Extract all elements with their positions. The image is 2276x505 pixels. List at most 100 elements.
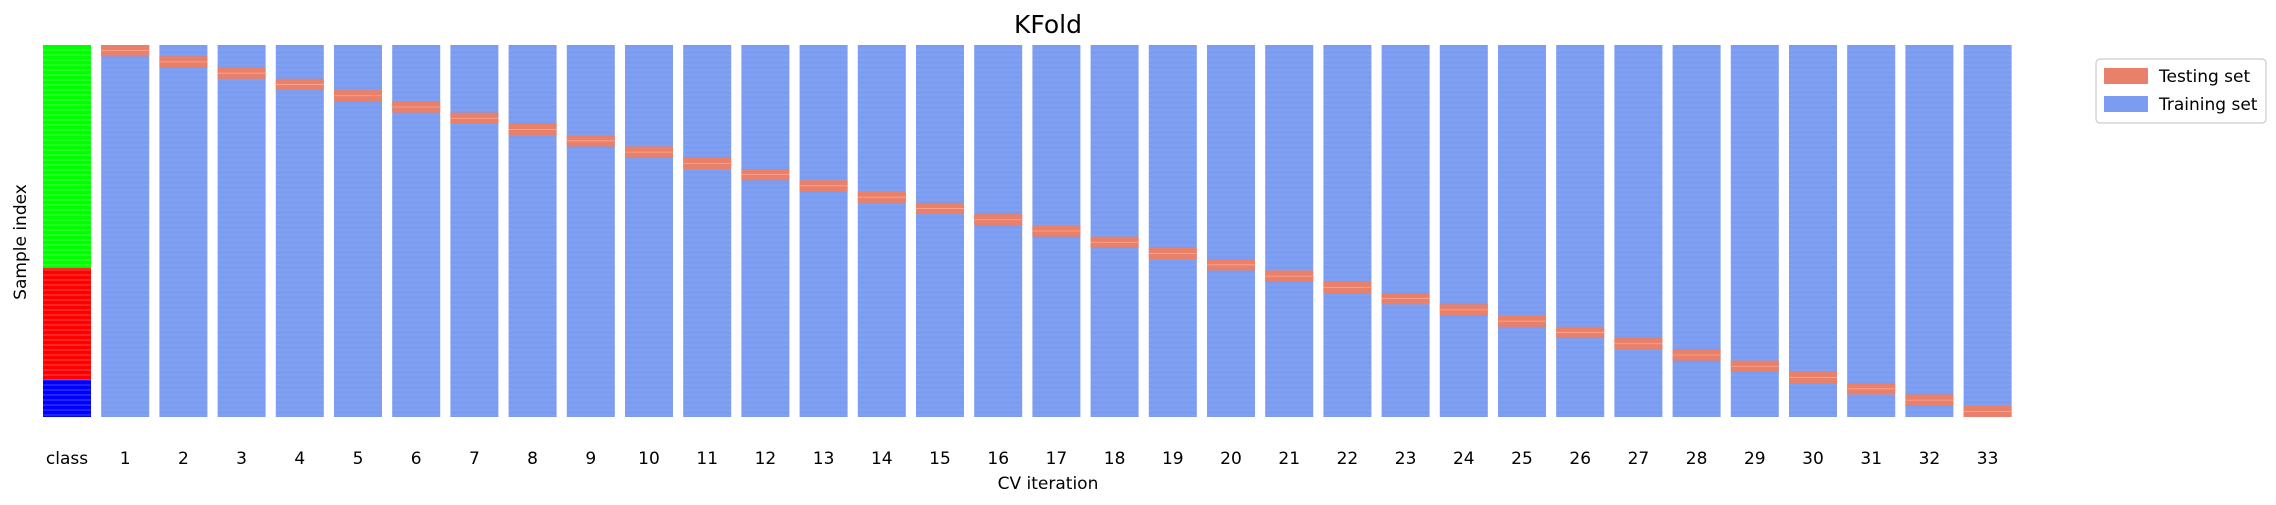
legend-label-testing: Testing set (2158, 67, 2250, 87)
cv-column-23 (1381, 45, 1430, 417)
cv-column-14 (857, 45, 906, 417)
training-bar (1847, 45, 1896, 417)
training-bar (1323, 45, 1372, 417)
cv-column-26 (1556, 45, 1605, 417)
tick-label-18: 18 (1104, 449, 1126, 469)
training-bar (683, 45, 732, 417)
tick-label-2: 2 (178, 449, 189, 469)
tick-label-7: 7 (469, 449, 480, 469)
cv-column-18 (1090, 45, 1139, 417)
training-bar (1672, 45, 1721, 417)
x-axis-label: CV iteration (998, 474, 1099, 494)
cv-column-5 (334, 45, 382, 417)
class-stripes (43, 49, 91, 416)
cv-column-1 (101, 45, 150, 417)
training-bar (1265, 45, 1314, 417)
class-segment-1 (43, 268, 91, 380)
tick-label-32: 32 (1919, 449, 1941, 469)
training-bar (916, 45, 964, 417)
cv-column-27 (1614, 45, 1663, 417)
tick-label-30: 30 (1802, 449, 1824, 469)
cv-column-13 (799, 45, 848, 417)
tick-label-19: 19 (1162, 449, 1184, 469)
class-segment-0 (43, 45, 91, 269)
training-bar (1498, 45, 1546, 417)
cv-column-31 (1847, 45, 1896, 417)
tick-label-24: 24 (1453, 449, 1475, 469)
training-bar (1556, 45, 1605, 417)
cv-column-29 (1730, 45, 1779, 417)
training-bar (1439, 45, 1488, 417)
training-bar (566, 45, 615, 417)
tick-label-29: 29 (1744, 449, 1766, 469)
tick-label-22: 22 (1337, 449, 1359, 469)
tick-label-1: 1 (120, 449, 131, 469)
tick-label-16: 16 (987, 449, 1009, 469)
cv-column-17 (1032, 45, 1081, 417)
cv-column-2 (159, 45, 208, 417)
tick-label-6: 6 (411, 449, 422, 469)
training-bar (1381, 45, 1430, 417)
tick-label-20: 20 (1220, 449, 1242, 469)
cv-column-19 (1148, 45, 1197, 417)
tick-label-25: 25 (1511, 449, 1533, 469)
cv-column-9 (566, 45, 615, 417)
cv-column-30 (1789, 45, 1837, 417)
training-bar (1207, 45, 1255, 417)
cv-column-6 (392, 45, 441, 417)
cv-column-22 (1323, 45, 1372, 417)
training-bar (450, 45, 499, 417)
cv-column-25 (1498, 45, 1546, 417)
tick-label-15: 15 (929, 449, 951, 469)
cv-column-28 (1672, 45, 1721, 417)
y-axis-label: Sample index (11, 184, 31, 300)
cv-column-32 (1905, 45, 1954, 417)
tick-label-10: 10 (638, 449, 660, 469)
training-bar (508, 45, 557, 417)
training-bar (857, 45, 906, 417)
tick-label-14: 14 (871, 449, 893, 469)
tick-label-21: 21 (1278, 449, 1300, 469)
training-bar (741, 45, 790, 417)
cv-column-3 (217, 45, 266, 417)
training-bar (392, 45, 441, 417)
cv-column-4 (275, 45, 324, 417)
cv-column-24 (1439, 45, 1488, 417)
x-tick-labels: class 1 2 3 4 5 6 7 8 9 10 11 12 13 14 15 16 17 18 19 20 21 22… (46, 449, 1999, 469)
tick-label-12: 12 (755, 449, 777, 469)
training-bar (1905, 45, 1954, 417)
training-bar (1090, 45, 1139, 417)
training-bar (1963, 45, 2012, 417)
cv-column-21 (1265, 45, 1314, 417)
training-bar (101, 45, 150, 417)
cv-column-11 (683, 45, 732, 417)
training-bar (625, 45, 673, 417)
cv-column-16 (974, 45, 1023, 417)
tick-label-13: 13 (813, 449, 835, 469)
tick-label-4: 4 (294, 449, 305, 469)
tick-label-11: 11 (696, 449, 718, 469)
cv-column-20 (1207, 45, 1255, 417)
training-bar (1148, 45, 1197, 417)
training-bar (799, 45, 848, 417)
tick-label-33: 33 (1977, 449, 1999, 469)
tick-label-3: 3 (236, 449, 247, 469)
training-bar (275, 45, 324, 417)
training-bar (1614, 45, 1663, 417)
cv-column-33 (1963, 45, 2012, 417)
cv-column-7 (450, 45, 499, 417)
legend-label-training: Training set (2158, 95, 2258, 115)
tick-label-17: 17 (1046, 449, 1068, 469)
cv-columns (43, 45, 2012, 417)
tick-label-28: 28 (1686, 449, 1708, 469)
training-bar (974, 45, 1023, 417)
chart-title: KFold (1014, 10, 1082, 39)
tick-label-8: 8 (527, 449, 538, 469)
legend-swatch-testing (2104, 68, 2148, 84)
tick-label-23: 23 (1395, 449, 1417, 469)
training-bar (159, 45, 208, 417)
tick-label-26: 26 (1569, 449, 1591, 469)
tick-label-5: 5 (353, 449, 364, 469)
